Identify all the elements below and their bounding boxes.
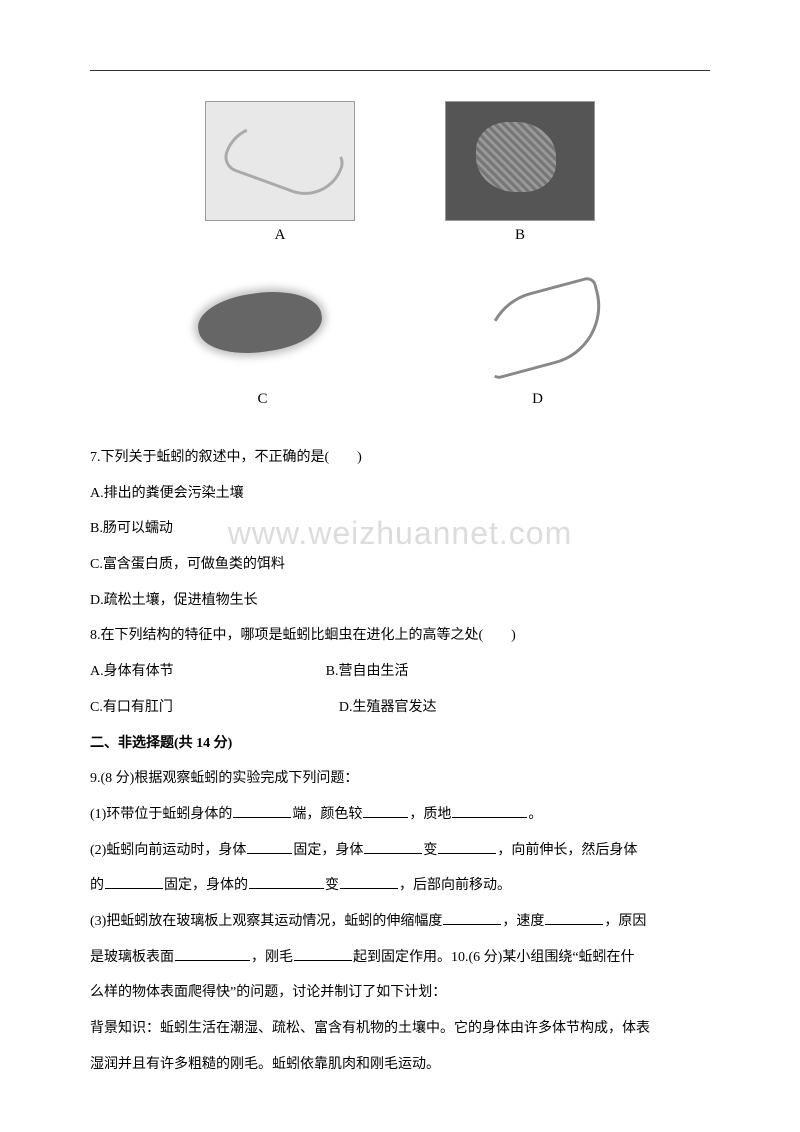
q7-option-b: B.肠可以蠕动 [90, 511, 710, 547]
blank [233, 804, 291, 818]
q9-p2g: 变 [325, 878, 339, 893]
blank [247, 840, 292, 854]
q9-p2f: 固定，身体的 [164, 878, 248, 893]
q9-p3a: (3)把蚯蚓放在玻璃板上观察其运动情况，蚯蚓的伸缩幅度 [90, 914, 442, 929]
q10-cont: 么样的物体表面爬得快”的问题，讨论并制订了如下计划： [90, 975, 710, 1011]
q10-bg1: 背景知识：蚯蚓生活在潮湿、疏松、富含有机物的土壤中。它的身体由许多体节构成，体表 [90, 1011, 710, 1047]
q8-option-c: C.有口有肛门 [90, 700, 173, 715]
top-rule [90, 70, 710, 71]
q9-part2-line2: 的 固定，身体的 变 ，后部向前移动。 [90, 868, 710, 904]
q7-stem: 7.下列关于蚯蚓的叙述中，不正确的是( ) [90, 440, 710, 476]
q7-option-a: A.排出的粪便会污染土壤 [90, 476, 710, 512]
blank [249, 875, 324, 889]
figure-c-label: C [257, 391, 267, 408]
q10-intro: 10.(6 分)某小组围绕“蚯蚓在什 [451, 950, 635, 965]
q9-part1: (1)环带位于蚯蚓身体的 端，颜色较 ，质地 。 [90, 797, 710, 833]
figure-a: A [205, 101, 355, 244]
q8-row-cd: C.有口有肛门 D.生殖器官发达 [90, 690, 710, 726]
q9-p3d: 是玻璃板表面 [90, 950, 174, 965]
q10-bg2: 湿润并且有许多粗糙的刚毛。蚯蚓依靠肌肉和刚毛运动。 [90, 1047, 710, 1083]
q9-stem: 9.(8 分)根据观察蚯蚓的实验完成下列问题： [90, 761, 710, 797]
blank [294, 947, 352, 961]
section-2-heading: 二、非选择题(共 14 分) [90, 726, 710, 762]
q9-part3-line1: (3)把蚯蚓放在玻璃板上观察其运动情况，蚯蚓的伸缩幅度 ，速度 ，原因 [90, 904, 710, 940]
q8-stem: 8.在下列结构的特征中，哪项是蚯蚓比蛔虫在进化上的高等之处( ) [90, 618, 710, 654]
figure-d-label: D [532, 391, 543, 408]
blank [545, 911, 603, 925]
figure-d: D [460, 270, 615, 408]
figure-b-label: B [515, 227, 525, 244]
blank [340, 875, 398, 889]
figure-c: C [185, 270, 340, 408]
q9-p3e: ，刚毛 [251, 950, 293, 965]
q9-p2h: ，后部向前移动。 [399, 878, 511, 893]
q8-option-a: A.身体有体节 [90, 664, 174, 679]
q9-p2e: 的 [90, 878, 104, 893]
q9-part3-line2: 是玻璃板表面 ，刚毛 起到固定作用。10.(6 分)某小组围绕“蚯蚓在什 [90, 940, 710, 976]
blank [438, 840, 496, 854]
nematode-image [205, 101, 355, 221]
q8-option-b: B.营自由生活 [326, 664, 409, 679]
q9-p1b: 端，颜色较 [292, 807, 362, 822]
q9-p3b: ，速度 [502, 914, 544, 929]
q7-option-d: D.疏松土壤，促进植物生长 [90, 583, 710, 619]
q9-p1d: 。 [528, 807, 542, 822]
blank [364, 840, 422, 854]
blank [452, 804, 527, 818]
q9-part2-line1: (2)蚯蚓向前运动时，身体 固定，身体 变 ，向前伸长，然后身体 [90, 833, 710, 869]
blank [105, 875, 163, 889]
blank [175, 947, 250, 961]
earthworm-image [460, 270, 615, 385]
polychaete-image [185, 270, 340, 385]
q7-option-c: C.富含蛋白质，可做鱼类的饵料 [90, 547, 710, 583]
q9-p2c: 变 [423, 843, 437, 858]
q9-p2d: ，向前伸长，然后身体 [497, 843, 637, 858]
q9-p1a: (1)环带位于蚯蚓身体的 [90, 807, 232, 822]
q9-p3c: ，原因 [604, 914, 646, 929]
q9-p3f: 起到固定作用。 [353, 950, 451, 965]
q9-p2b: 固定，身体 [293, 843, 363, 858]
q9-p2a: (2)蚯蚓向前运动时，身体 [90, 843, 246, 858]
q9-p1c: ，质地 [409, 807, 451, 822]
figure-grid: A B C D [90, 101, 710, 412]
leech-image [445, 101, 595, 221]
blank [363, 804, 408, 818]
figure-b: B [445, 101, 595, 244]
blank [443, 911, 501, 925]
figure-a-label: A [275, 227, 286, 244]
q8-row-ab: A.身体有体节 B.营自由生活 [90, 654, 710, 690]
q8-option-d: D.生殖器官发达 [339, 700, 437, 715]
